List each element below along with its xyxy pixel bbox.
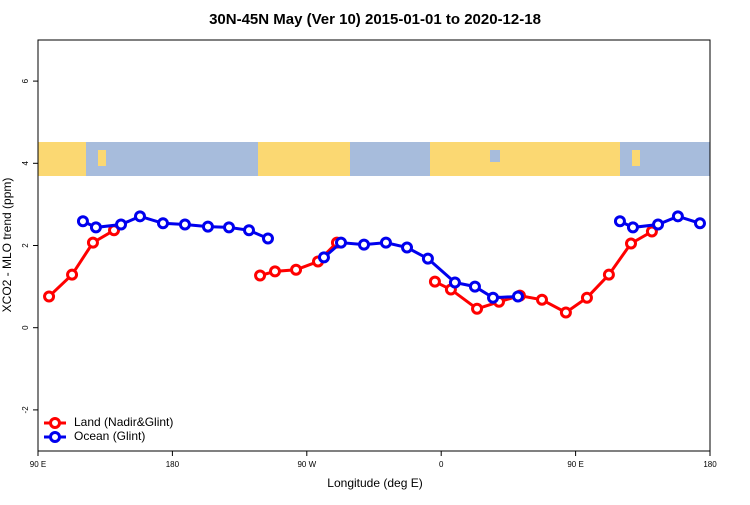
- chart-title: 30N-45N May (Ver 10) 2015-01-01 to 2020-…: [209, 11, 541, 28]
- data-point: [317, 251, 330, 264]
- legend-label: Ocean (Glint): [74, 429, 145, 443]
- data-point: [652, 218, 665, 231]
- data-point: [671, 210, 684, 223]
- data-point: [222, 221, 235, 234]
- data-point: [471, 302, 484, 315]
- y-tick-label: 6: [21, 78, 30, 83]
- data-point: [379, 236, 392, 249]
- data-point: [511, 290, 524, 303]
- y-tick-label: 2: [21, 243, 30, 248]
- data-point: [357, 238, 370, 251]
- data-point: [613, 215, 626, 228]
- data-point: [487, 291, 500, 304]
- x-axis-label: Longitude (deg E): [327, 476, 422, 490]
- x-tick-label: 180: [703, 460, 717, 469]
- data-point: [401, 241, 414, 254]
- data-point: [115, 218, 128, 231]
- data-point: [421, 252, 434, 265]
- data-point: [559, 306, 572, 319]
- data-point: [261, 232, 274, 245]
- x-tick-label: 90 W: [297, 460, 316, 469]
- data-point: [626, 221, 639, 234]
- data-point: [201, 220, 214, 233]
- data-point: [468, 280, 481, 293]
- map-band: [38, 142, 710, 176]
- data-point: [645, 225, 658, 238]
- x-tick-label: 90 E: [567, 460, 583, 469]
- y-tick-label: -2: [21, 406, 30, 414]
- data-point: [86, 236, 99, 249]
- data-point: [76, 215, 89, 228]
- data-point: [254, 269, 267, 282]
- data-point: [43, 290, 56, 303]
- legend-marker: [49, 431, 61, 443]
- data-point: [602, 268, 615, 281]
- legend-marker: [49, 417, 61, 429]
- x-tick-label: 180: [166, 460, 180, 469]
- x-tick-label: 90 E: [30, 460, 46, 469]
- plot-frame: [37, 39, 711, 452]
- data-point: [290, 263, 303, 276]
- data-point: [536, 293, 548, 306]
- data-point: [66, 268, 79, 281]
- data-point: [156, 217, 169, 230]
- data-point: [243, 224, 256, 237]
- data-point: [334, 236, 347, 249]
- data-point: [89, 221, 102, 234]
- data-point: [178, 218, 191, 231]
- y-tick-label: 0: [21, 325, 30, 330]
- data-point: [448, 276, 461, 289]
- data-point: [693, 217, 706, 230]
- data-point: [580, 291, 593, 304]
- data-point: [133, 210, 146, 223]
- data-point: [625, 237, 638, 250]
- y-tick-label: 4: [21, 161, 30, 166]
- data-point: [268, 265, 281, 278]
- y-axis-label: XCO2 - MLO trend (ppm): [0, 178, 14, 313]
- legend-label: Land (Nadir&Glint): [74, 415, 173, 429]
- data-point: [428, 275, 441, 288]
- series-line: [82, 214, 701, 300]
- x-tick-label: 0: [439, 460, 444, 469]
